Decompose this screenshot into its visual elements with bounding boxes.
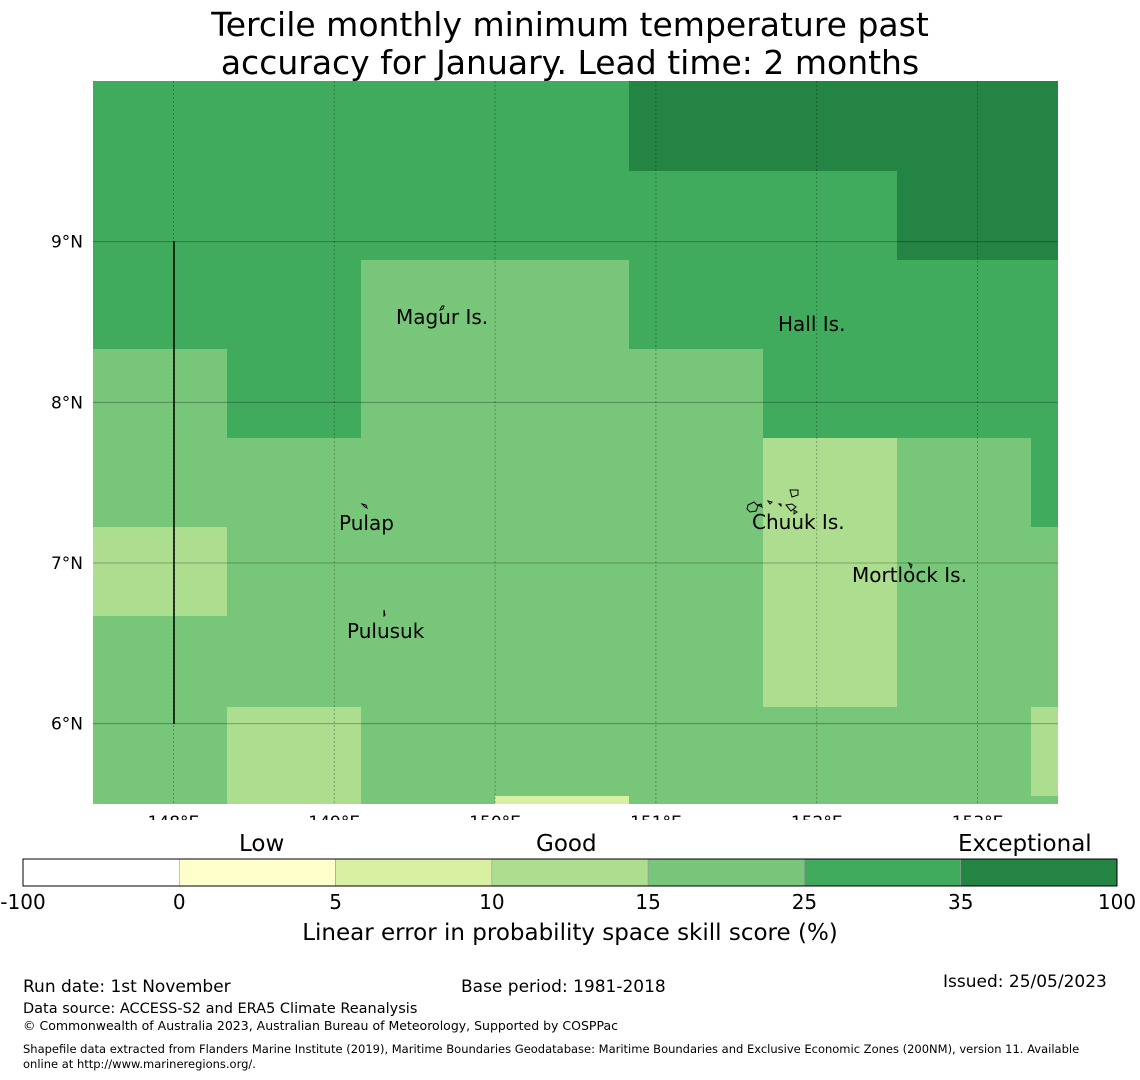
island-label-chuuk: Chuuk Is. [752, 510, 845, 534]
skill-cell [897, 527, 1058, 616]
x-tick-labels: 148°E 149°E 150°E 151°E 152°E 153°E [148, 813, 1004, 820]
colorbar-tick-label: -100 [0, 890, 45, 914]
map-cells [93, 81, 1058, 804]
y-tick-label: 9°N [51, 233, 83, 253]
magur-island-outline [439, 305, 445, 311]
run-date: Run date: 1st November [23, 977, 231, 997]
category-label-good: Good [536, 831, 597, 857]
skill-cell [629, 81, 1058, 171]
skill-score-map: 148°E 149°E 150°E 151°E 152°E 153°E 9°N 8°N 7°N… [51, 81, 1058, 820]
skill-cell [897, 616, 1058, 707]
skill-cell [361, 349, 763, 438]
island-label-hall: Hall Is. [778, 312, 846, 336]
issued-date: Issued: 25/05/2023 [943, 972, 1107, 992]
data-source: Data source: ACCESS-S2 and ERA5 Climate … [23, 1001, 418, 1017]
skill-cell [495, 796, 629, 804]
skill-cell [629, 260, 1058, 349]
pulap-island-outline [360, 503, 368, 509]
y-tick-label: 7°N [51, 554, 83, 574]
pulusuk-island-outline [383, 609, 386, 618]
chart-title: Tercile monthly minimum temperature past… [0, 6, 1140, 82]
copyright: © Commonwealth of Australia 2023, Austra… [23, 1018, 618, 1033]
skill-cell [93, 707, 227, 804]
skill-cell [361, 260, 629, 349]
title-line-2: accuracy for January. Lead time: 2 month… [220, 43, 920, 82]
colorbar-swatch [178, 858, 336, 887]
category-label-low: Low [239, 831, 285, 857]
island-label-pulusuk: Pulusuk [347, 619, 425, 643]
x-tick-label: 151°E [630, 813, 682, 820]
colorbar-swatches: -100 0 5 10 15 25 35 100 [0, 858, 1136, 914]
x-tick-label: 149°E [308, 813, 360, 820]
y-tick-label: 8°N [51, 393, 83, 413]
island-label-magur: Magur Is. [396, 305, 489, 329]
skill-cell [93, 260, 361, 349]
skill-cell [763, 527, 897, 616]
x-tick-label: 152°E [791, 813, 843, 820]
skill-cell [361, 707, 1031, 804]
skill-cell [93, 349, 227, 438]
island-outlines [360, 305, 913, 618]
x-tick-label: 150°E [469, 813, 521, 820]
colorbar-swatch [647, 858, 805, 887]
skill-cell [897, 438, 1031, 527]
skill-cell [1031, 707, 1058, 796]
shapefile-credit-line-2: online at http://www.marineregions.org/. [23, 1057, 256, 1071]
skill-cell [93, 81, 629, 171]
skill-cell [1031, 796, 1058, 804]
colorbar-swatch [22, 858, 180, 887]
x-tick-label: 148°E [148, 813, 200, 820]
title-line-1: Tercile monthly minimum temperature past [211, 5, 929, 44]
colorbar-frame [22, 858, 1118, 887]
skill-cell [763, 438, 897, 527]
colorbar-tick-label: 0 [173, 890, 186, 914]
skill-cell [93, 171, 897, 260]
colorbar-swatch [804, 858, 962, 887]
y-tick-labels: 9°N 8°N 7°N 6°N [51, 233, 83, 735]
skill-cell [227, 707, 361, 804]
island-label-pulap: Pulap [339, 511, 394, 535]
colorbar-label: Linear error in probability space skill … [302, 920, 838, 946]
skill-cell [763, 349, 1058, 438]
colorbar-tick-label: 100 [1098, 890, 1136, 914]
colorbar-tick-label: 10 [479, 890, 504, 914]
skill-cell [1031, 438, 1058, 527]
shapefile-credit-line-1: Shapefile data extracted from Flanders M… [23, 1042, 1080, 1056]
skill-cell [897, 171, 1058, 260]
colorbar-swatch [491, 858, 649, 887]
colorbar-swatch [960, 858, 1118, 887]
colorbar-tick-label: 15 [635, 890, 660, 914]
chuuk-lagoon-outline [746, 489, 799, 515]
skill-cell [93, 616, 763, 707]
y-tick-label: 6°N [51, 715, 83, 735]
skill-cell [93, 527, 227, 616]
colorbar-tick-label: 35 [948, 890, 973, 914]
skill-cell [227, 349, 361, 438]
colorbar-swatch [335, 858, 493, 887]
x-tick-label: 153°E [952, 813, 1004, 820]
skill-cell [227, 527, 763, 616]
base-period: Base period: 1981-2018 [461, 977, 666, 997]
mortlock-island-outline [907, 561, 913, 570]
island-label-mortlock: Mortlock Is. [852, 563, 967, 587]
skill-cell [93, 438, 763, 527]
skill-cell [763, 616, 897, 707]
category-label-exceptional: Exceptional [958, 831, 1092, 857]
colorbar-tick-label: 5 [329, 890, 342, 914]
colorbar-tick-label: 25 [792, 890, 817, 914]
